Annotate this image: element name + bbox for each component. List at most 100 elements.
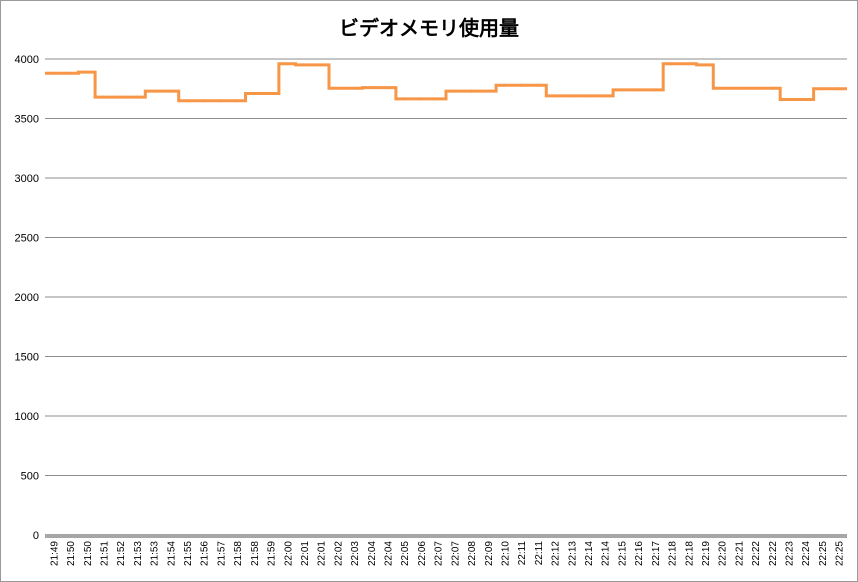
data-point <box>486 89 490 93</box>
data-point <box>619 88 623 92</box>
y-tick-label: 3500 <box>15 114 39 126</box>
x-tick-label: 21:53 <box>133 541 144 566</box>
data-point <box>653 88 657 92</box>
x-tick-label: 22:06 <box>417 541 428 566</box>
series-line <box>45 62 847 103</box>
x-axis <box>45 534 847 538</box>
data-point <box>352 86 356 90</box>
data-point <box>202 99 206 103</box>
x-tick-label: 22:21 <box>734 541 745 566</box>
data-point <box>252 92 256 95</box>
data-point <box>118 95 122 99</box>
x-tick-label: 22:00 <box>283 541 294 566</box>
y-tick-label: 1000 <box>15 411 39 423</box>
chart-title: ビデオメモリ使用量 <box>339 16 519 40</box>
data-point <box>519 83 523 87</box>
x-tick-label: 21:54 <box>166 541 177 566</box>
y-tick-label: 2000 <box>15 292 39 304</box>
data-point <box>102 95 105 99</box>
x-tick-label: 22:19 <box>701 541 712 566</box>
x-tick-label: 22:03 <box>350 541 361 566</box>
data-point <box>553 94 557 98</box>
x-tick-label: 22:22 <box>768 541 779 566</box>
data-point <box>837 87 841 91</box>
data-point <box>770 86 774 90</box>
y-tick-label: 500 <box>21 471 39 483</box>
x-tick-label: 22:24 <box>801 541 812 566</box>
y-tick-label: 4000 <box>15 54 39 66</box>
x-tick-label: 22:11 <box>517 541 528 566</box>
data-point <box>51 71 55 75</box>
data-point <box>703 63 707 67</box>
data-point <box>168 89 172 93</box>
x-axis-line <box>45 534 847 538</box>
data-point <box>803 98 807 101</box>
x-tick-label: 22:07 <box>450 541 461 566</box>
x-tick-label: 22:11 <box>534 541 545 566</box>
data-point <box>369 86 373 90</box>
data-point <box>670 62 674 66</box>
x-tick-label: 22:17 <box>651 541 662 566</box>
data-point <box>335 86 339 90</box>
x-tick-label: 22:15 <box>617 541 628 566</box>
x-tick-label: 21:49 <box>49 541 60 566</box>
data-point <box>319 63 323 67</box>
data-point <box>218 99 222 103</box>
gridlines <box>45 58 847 476</box>
x-tick-label: 22:22 <box>751 541 762 566</box>
x-tick-label: 22:05 <box>400 541 411 566</box>
x-tick-label: 21:59 <box>267 541 278 566</box>
x-tick-label: 22:14 <box>584 541 595 566</box>
data-point <box>402 97 406 101</box>
data-point <box>436 97 440 101</box>
x-tick-label: 22:14 <box>601 541 612 566</box>
y-tick-label: 3000 <box>15 173 39 185</box>
x-tick-label: 22:13 <box>567 541 578 566</box>
data-point <box>503 83 506 87</box>
data-point <box>68 71 72 75</box>
x-tick-label: 21:57 <box>216 541 227 566</box>
data-point <box>302 63 306 67</box>
data-point <box>235 99 239 103</box>
data-point <box>720 86 724 90</box>
data-point <box>820 87 824 91</box>
x-tick-label: 22:10 <box>500 541 511 566</box>
x-tick-label: 22:04 <box>367 541 378 566</box>
x-tick-label: 22:20 <box>718 541 729 566</box>
x-tick-label: 21:52 <box>116 541 127 566</box>
x-tick-label: 21:51 <box>99 541 110 566</box>
x-tick-label: 22:07 <box>434 541 445 566</box>
x-tick-label: 22:18 <box>668 541 679 566</box>
data-point <box>135 95 139 99</box>
data-point <box>419 97 423 101</box>
data-point <box>285 62 289 66</box>
data-point <box>736 86 740 90</box>
y-tick-label: 1500 <box>15 352 39 364</box>
x-tick-label: 21:53 <box>150 541 161 566</box>
x-tick-label: 21:58 <box>250 541 261 566</box>
data-point <box>452 89 456 93</box>
x-tick-label: 22:12 <box>551 541 562 566</box>
y-axis-tick-labels: 0 500 1000 1500 2000 2500 3000 3500 4000 <box>15 54 39 542</box>
data-point <box>469 89 473 93</box>
data-point <box>152 89 156 93</box>
x-tick-label: 22:01 <box>317 541 328 566</box>
x-tick-label: 22:25 <box>835 541 846 566</box>
x-tick-label: 22:04 <box>384 541 395 566</box>
x-tick-label: 21:50 <box>83 541 94 566</box>
x-tick-label: 21:56 <box>200 541 211 566</box>
data-point <box>269 92 273 95</box>
data-point <box>85 70 89 74</box>
x-tick-label: 22:16 <box>634 541 645 566</box>
x-tick-label: 22:18 <box>684 541 695 566</box>
data-point <box>185 99 189 103</box>
x-tick-label: 22:09 <box>484 541 495 566</box>
series-lines <box>45 62 847 103</box>
data-point <box>569 94 573 98</box>
x-tick-label: 22:23 <box>785 541 796 566</box>
data-point <box>753 86 757 90</box>
data-point <box>787 98 790 101</box>
data-point <box>386 86 389 90</box>
data-point <box>536 83 540 87</box>
